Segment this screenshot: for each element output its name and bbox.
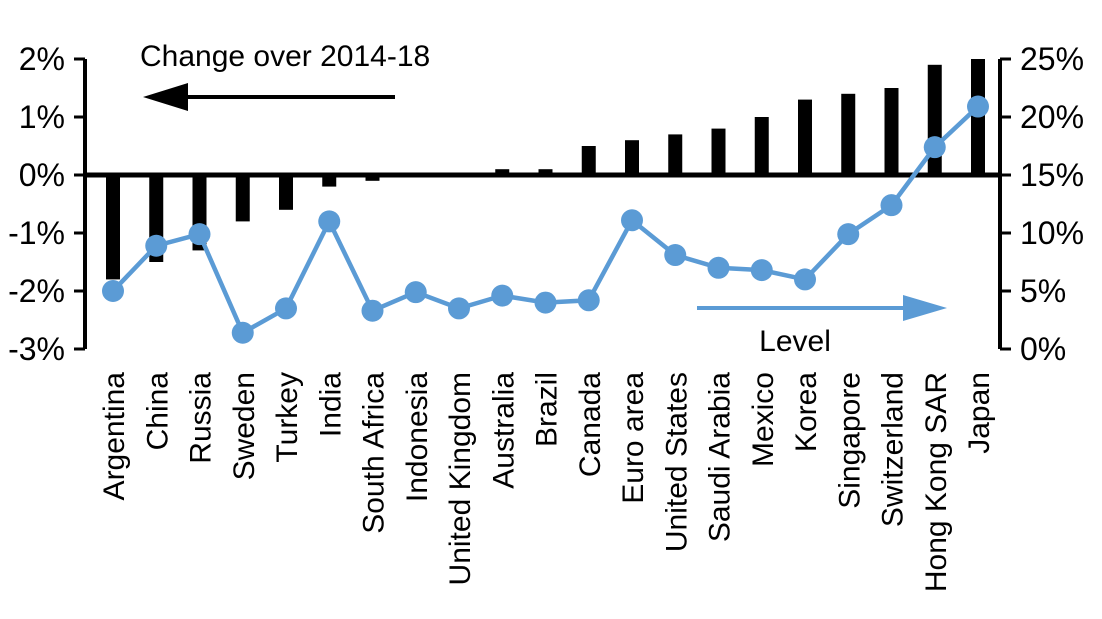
category-label-australia: Australia <box>487 372 520 489</box>
level-marker-australia <box>491 284 514 307</box>
left-axis-tick-label: -3% <box>8 331 65 367</box>
category-label-russia: Russia <box>185 372 218 464</box>
level-marker-switzerland <box>880 194 903 217</box>
category-label-united-states: United States <box>660 372 693 552</box>
level-marker-canada <box>577 289 600 312</box>
level-marker-united-states <box>664 244 687 267</box>
category-label-turkey: Turkey <box>271 372 304 463</box>
level-marker-argentina <box>102 280 124 302</box>
level-marker-united-kingdom <box>448 297 470 320</box>
bar-argentina <box>106 175 120 280</box>
category-label-south-africa: South Africa <box>358 372 391 534</box>
level-marker-hong-kong-sar <box>923 136 946 159</box>
category-label-china: China <box>141 372 174 451</box>
level-marker-sweden <box>231 321 254 344</box>
left-axis-tick-label: 0% <box>19 157 65 193</box>
bar-brazil <box>538 169 553 175</box>
bar-south-africa <box>365 175 380 181</box>
category-label-united-kingdom: United Kingdom <box>444 372 477 585</box>
level-marker-mexico <box>750 259 773 282</box>
chart-plot-area: 2% 1% 0% -1% -2% -3% 25% 20% 15% 10% 5% 0% Argentina… <box>8 41 1084 592</box>
level-marker-brazil <box>534 291 557 314</box>
level-marker-india <box>318 210 341 233</box>
category-label-argentina: Argentina <box>98 372 131 501</box>
left-axis-tick-label: 2% <box>19 41 65 77</box>
right-axis-tick-label: 0% <box>1020 331 1066 367</box>
bar-india <box>322 175 337 187</box>
left-axis-tick-label: -2% <box>8 273 65 309</box>
right-axis-tick-label: 15% <box>1020 157 1084 193</box>
left-axis-tick-label: -1% <box>8 215 65 251</box>
category-label-sweden: Sweden <box>228 372 261 480</box>
bar-korea <box>798 99 812 175</box>
category-label-indonesia: Indonesia <box>401 372 434 502</box>
bar-australia <box>495 169 510 175</box>
level-marker-indonesia <box>404 281 427 304</box>
category-label-india: India <box>314 372 347 437</box>
bar-series-title: Change over 2014-18 <box>140 40 430 73</box>
category-label-euro-area: Euro area <box>617 372 650 504</box>
category-label-hong-kong-sar: Hong Kong SAR <box>920 372 953 592</box>
level-marker-turkey <box>275 297 297 320</box>
level-marker-japan <box>967 95 989 118</box>
bar-switzerland <box>884 88 899 175</box>
right-arrow-icon <box>697 295 947 321</box>
bar-united-states <box>668 134 683 175</box>
bar-mexico <box>754 117 769 175</box>
right-axis-tick-label: 25% <box>1020 41 1084 77</box>
bar-canada <box>581 146 596 175</box>
bar-turkey <box>279 175 293 210</box>
category-label-mexico: Mexico <box>747 372 780 467</box>
line-series-title: Level <box>759 325 831 358</box>
bar-sweden <box>235 175 250 222</box>
category-label-canada: Canada <box>574 372 607 477</box>
right-axis-tick-label: 5% <box>1020 273 1066 309</box>
level-marker-euro-area <box>621 209 643 232</box>
level-marker-russia <box>188 223 211 246</box>
right-axis-tick-label: 20% <box>1020 99 1084 135</box>
bar-singapore <box>841 93 856 175</box>
level-marker-korea <box>794 268 816 291</box>
category-label-singapore: Singapore <box>833 372 866 509</box>
bar-saudi-arabia <box>711 128 726 175</box>
right-axis-tick-label: 10% <box>1020 215 1084 251</box>
level-marker-saudi-arabia <box>707 256 730 279</box>
category-label-japan: Japan <box>963 372 996 454</box>
level-marker-china <box>145 234 168 257</box>
bar-hong-kong-sar <box>927 64 942 175</box>
level-marker-singapore <box>837 223 860 246</box>
level-marker-south-africa <box>361 299 384 322</box>
left-arrow-icon <box>143 83 395 111</box>
category-label-switzerland: Switzerland <box>877 372 910 527</box>
category-label-korea: Korea <box>790 372 823 452</box>
bar-euro-area <box>625 140 639 175</box>
category-label-saudi-arabia: Saudi Arabia <box>704 372 737 542</box>
category-label-brazil: Brazil <box>531 372 564 447</box>
left-axis-tick-label: 1% <box>19 99 65 135</box>
